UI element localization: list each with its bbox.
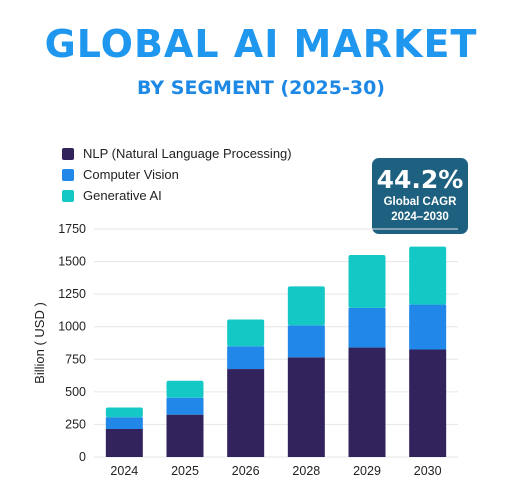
legend-label-generative-ai: Generative AI xyxy=(83,188,162,203)
bar-segment xyxy=(166,397,204,415)
x-tick-label: 2030 xyxy=(414,464,442,478)
y-tick-label: 1250 xyxy=(58,287,86,301)
x-tick-label: 2028 xyxy=(292,464,320,478)
cagr-label: Global CAGR xyxy=(383,196,457,208)
bar-segment xyxy=(287,357,325,457)
bar-segment xyxy=(348,347,386,457)
legend-swatch-generative-ai xyxy=(62,189,74,202)
legend-swatch-nlp xyxy=(62,147,74,160)
x-tick-label: 2029 xyxy=(353,464,381,478)
legend-swatch-computer-vision xyxy=(62,168,74,181)
cagr-period: 2024–2030 xyxy=(391,211,449,223)
y-tick-label: 750 xyxy=(65,352,86,366)
y-tick-labels: 0 250 500 750 1000 1250 1500 1750 xyxy=(58,222,86,464)
cagr-value: 44.2% xyxy=(376,165,464,194)
bar-segment xyxy=(227,346,265,370)
bar-segment xyxy=(227,319,265,347)
cagr-badge: 44.2% Global CAGR 2024–2030 xyxy=(372,158,468,234)
x-tick-label: 2025 xyxy=(171,464,199,478)
y-tick-label: 1750 xyxy=(58,222,86,236)
y-axis-label: Billion ( USD ) xyxy=(32,302,47,384)
y-tick-label: 500 xyxy=(65,385,86,399)
bars xyxy=(105,246,447,457)
legend-label-nlp: NLP (Natural Language Processing) xyxy=(83,146,292,161)
bar-segment xyxy=(348,307,386,348)
bar-segment xyxy=(409,246,447,305)
y-tick-label: 1000 xyxy=(58,320,86,334)
legend: NLP (Natural Language Processing) Comput… xyxy=(62,143,292,206)
chart-title: GLOBAL AI MARKET xyxy=(44,22,478,66)
legend-label-computer-vision: Computer Vision xyxy=(83,167,179,182)
bar-segment xyxy=(105,428,143,457)
bar-segment xyxy=(166,380,204,398)
x-tick-labels: 2024 2025 2026 2028 2029 2030 xyxy=(110,464,441,478)
legend-item-computer-vision: Computer Vision xyxy=(62,164,292,185)
legend-item-nlp: NLP (Natural Language Processing) xyxy=(62,143,292,164)
y-tick-label: 0 xyxy=(79,450,86,464)
bar-segment xyxy=(348,255,386,308)
gridlines xyxy=(94,228,458,458)
legend-item-generative-ai: Generative AI xyxy=(62,185,292,206)
x-tick-label: 2026 xyxy=(232,464,260,478)
bar-segment xyxy=(287,286,325,326)
bar-segment xyxy=(166,414,204,457)
chart-subtitle: BY SEGMENT (2025-30) xyxy=(136,77,385,99)
bar-segment xyxy=(227,369,265,457)
bar-segment xyxy=(105,417,143,429)
y-tick-label: 250 xyxy=(65,417,86,431)
bar-segment xyxy=(105,407,143,418)
bar-segment xyxy=(287,325,325,358)
bar-segment xyxy=(409,349,447,457)
x-tick-label: 2024 xyxy=(110,464,138,478)
bar-segment xyxy=(409,304,447,350)
y-tick-label: 1500 xyxy=(58,255,86,269)
